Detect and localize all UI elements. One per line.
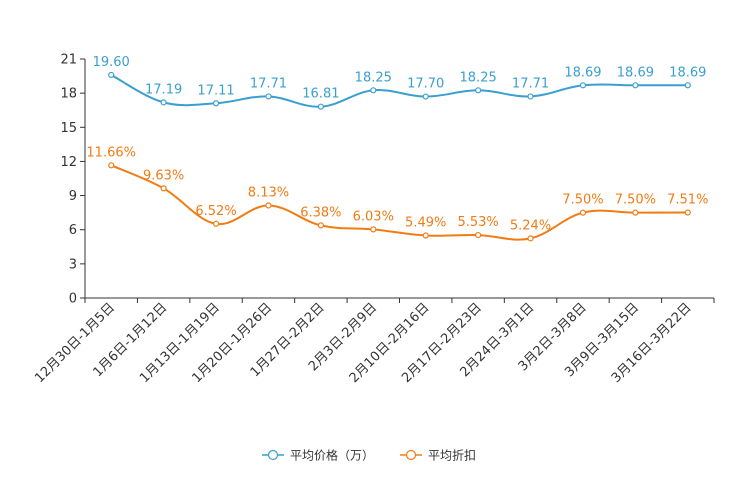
data-point [685, 210, 690, 215]
data-point [423, 94, 428, 99]
series-layer: 19.60 17.19 17.11 17.71 16.81 18.25 17.70 18.25… [86, 55, 708, 241]
y-tick-label: 0 [69, 292, 77, 307]
y-tick-label: 9 [69, 189, 77, 204]
data-label: 7.50% [615, 193, 656, 208]
legend-marker [407, 451, 416, 460]
data-label: 17.71 [250, 76, 287, 91]
data-label: 17.71 [512, 76, 549, 91]
data-point [580, 210, 585, 215]
legend-label: 平均价格（万） [290, 448, 374, 463]
data-point [318, 223, 323, 228]
data-label: 17.70 [407, 77, 444, 92]
data-point [580, 83, 585, 88]
data-label: 5.49% [405, 216, 446, 231]
data-point [109, 72, 114, 77]
legend-marker [269, 451, 278, 460]
line-chart: 03691215182112月30日-1月5日1月6日-1月12日1月13日-1… [0, 0, 744, 496]
y-tick-label: 6 [69, 223, 77, 238]
data-point [266, 203, 271, 208]
data-point [371, 88, 376, 93]
data-label: 18.25 [460, 70, 497, 85]
legend: 平均价格（万） 平均折扣 [262, 448, 476, 463]
data-point [266, 94, 271, 99]
data-label: 6.03% [353, 209, 394, 224]
data-point [633, 83, 638, 88]
legend-label: 平均折扣 [428, 448, 476, 463]
data-label: 7.51% [667, 193, 708, 208]
data-label: 9.63% [143, 168, 184, 183]
data-point [528, 94, 533, 99]
data-point [423, 233, 428, 238]
y-tick-label: 15 [60, 121, 77, 136]
data-point [161, 186, 166, 191]
data-point [633, 210, 638, 215]
data-label: 11.66% [86, 145, 136, 160]
legend-item-0[interactable]: 平均价格（万） [262, 448, 374, 463]
series-1: 11.66% 9.63% 6.52% 8.13% 6.38% 6.03% 5.49% 5.53… [86, 145, 708, 241]
data-label: 5.24% [510, 218, 551, 233]
data-label: 6.52% [195, 204, 236, 219]
data-point [109, 163, 114, 168]
data-point [318, 104, 323, 109]
legend-item-1[interactable]: 平均折扣 [400, 448, 476, 463]
data-point [214, 221, 219, 226]
data-label: 19.60 [93, 55, 130, 70]
data-point [685, 83, 690, 88]
data-point [214, 101, 219, 106]
data-label: 5.53% [457, 215, 498, 230]
data-label: 18.25 [355, 70, 392, 85]
y-tick-label: 21 [60, 53, 77, 68]
data-label: 18.69 [669, 65, 706, 80]
data-label: 18.69 [564, 65, 601, 80]
data-point [371, 227, 376, 232]
data-point [161, 100, 166, 105]
data-label: 17.11 [197, 83, 234, 98]
series-0: 19.60 17.19 17.11 17.71 16.81 18.25 17.70 18.25… [93, 55, 707, 109]
data-point [528, 236, 533, 241]
data-point [476, 233, 481, 238]
data-label: 17.19 [145, 82, 182, 97]
data-label: 18.69 [617, 65, 654, 80]
data-point [476, 88, 481, 93]
data-label: 16.81 [302, 87, 339, 102]
data-label: 6.38% [300, 205, 341, 220]
data-label: 7.50% [562, 193, 603, 208]
y-tick-label: 18 [60, 87, 77, 102]
data-label: 8.13% [248, 185, 289, 200]
y-tick-label: 12 [60, 155, 77, 170]
y-tick-label: 3 [69, 257, 77, 272]
